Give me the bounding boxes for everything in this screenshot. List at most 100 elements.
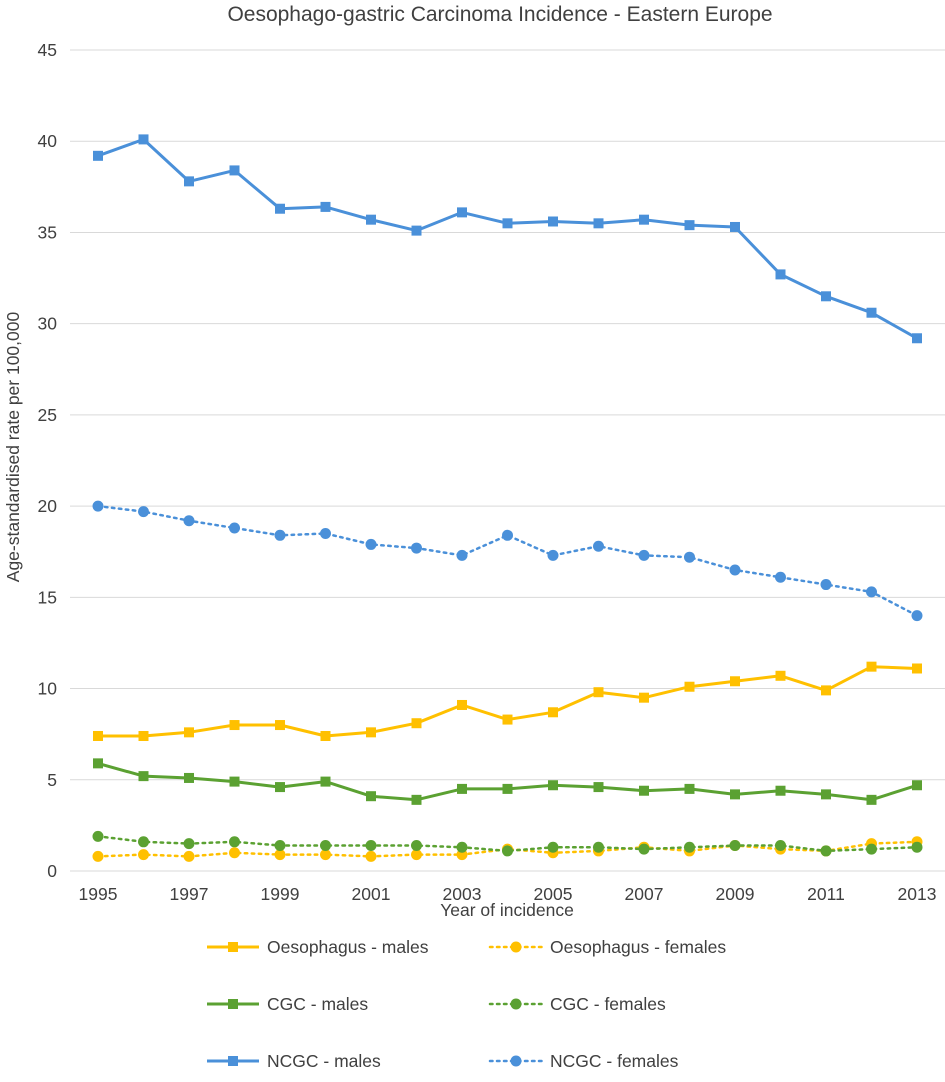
data-point (275, 203, 285, 214)
data-point (593, 782, 604, 793)
series-layer (92, 134, 923, 862)
data-point (775, 269, 786, 280)
legend: Oesophagus - males Oesophagus - females CG… (207, 937, 726, 1071)
legend-item-cgc-females: CGC - females (488, 994, 666, 1014)
y-tick-label: 15 (38, 587, 57, 607)
data-point (502, 218, 513, 229)
data-point (593, 218, 604, 229)
data-point (274, 849, 286, 861)
data-point (320, 527, 331, 539)
data-point (684, 783, 695, 794)
data-point (456, 549, 468, 561)
y-tick-label: 40 (38, 131, 58, 151)
legend-label: Oesophagus - females (550, 937, 726, 957)
data-point (229, 522, 240, 534)
data-point (274, 529, 286, 541)
x-axis-title: Year of incidence (440, 900, 574, 920)
data-point (730, 221, 740, 232)
data-point (866, 843, 877, 855)
x-tick-label: 2009 (716, 884, 755, 904)
data-point (638, 843, 650, 855)
data-point (411, 225, 422, 236)
data-point (138, 506, 149, 518)
legend-item-oesophagus-females: Oesophagus - females (488, 937, 726, 957)
data-point (547, 549, 559, 561)
data-point (229, 847, 240, 859)
data-point (548, 780, 558, 791)
data-point (184, 772, 194, 783)
data-point (275, 782, 285, 793)
y-tick-label: 25 (38, 405, 57, 425)
data-point (821, 291, 831, 302)
data-point (911, 610, 923, 622)
data-point (138, 771, 149, 782)
legend-label: NCGC - females (550, 1051, 679, 1071)
data-point (775, 670, 786, 681)
data-point (912, 333, 922, 344)
data-point (93, 150, 103, 161)
y-tick-label: 45 (38, 40, 57, 60)
data-point (366, 791, 376, 802)
data-point (821, 789, 831, 800)
data-point (138, 849, 149, 861)
legend-marker (228, 942, 238, 952)
legend-marker (228, 999, 238, 1009)
data-point (411, 849, 422, 861)
legend-marker (510, 998, 522, 1010)
data-point (730, 676, 740, 687)
data-point (183, 515, 195, 527)
gridlines (70, 49, 945, 872)
y-tick-label: 10 (38, 679, 58, 699)
data-point (411, 839, 422, 851)
legend-item-ncgc-males: NCGC - males (207, 1051, 381, 1071)
series-oesophagus-males (93, 661, 922, 741)
data-point (457, 699, 467, 710)
data-point (866, 661, 877, 672)
x-tick-label: 1999 (261, 884, 300, 904)
data-point (821, 685, 831, 696)
data-point (729, 564, 741, 576)
legend-marker (228, 1056, 238, 1066)
data-point (320, 849, 331, 861)
x-tick-label: 2011 (807, 884, 845, 904)
y-axis-ticks: 0 5 10 15 20 25 30 35 40 45 (38, 40, 58, 881)
series-line (97, 137, 918, 340)
data-point (365, 538, 377, 550)
legend-label: CGC - males (267, 994, 368, 1014)
legend-item-oesophagus-males: Oesophagus - males (207, 937, 429, 957)
legend-label: Oesophagus - males (267, 937, 429, 957)
x-tick-label: 1997 (170, 884, 209, 904)
data-point (457, 207, 467, 218)
data-point (411, 718, 422, 729)
data-point (366, 214, 376, 225)
data-point (183, 850, 195, 862)
data-point (866, 794, 877, 805)
x-tick-label: 2005 (534, 884, 573, 904)
x-tick-label: 2003 (443, 884, 482, 904)
x-tick-label: 2007 (625, 884, 664, 904)
data-point (93, 730, 103, 741)
data-point (365, 839, 377, 851)
data-point (548, 707, 558, 718)
data-point (138, 836, 149, 848)
legend-item-cgc-males: CGC - males (207, 994, 368, 1014)
data-point (365, 850, 377, 862)
data-point (639, 785, 649, 796)
legend-item-ncgc-females: NCGC - females (488, 1051, 679, 1071)
series-line (98, 665, 918, 738)
data-point (411, 794, 422, 805)
data-point (502, 845, 513, 857)
series-cgc-males (93, 758, 922, 805)
data-point (184, 727, 194, 738)
data-point (183, 838, 195, 850)
data-point (502, 783, 513, 794)
data-point (274, 839, 286, 851)
data-point (593, 540, 604, 552)
data-point (93, 758, 103, 769)
data-point (320, 730, 331, 741)
data-point (593, 687, 604, 698)
data-point (411, 542, 422, 554)
data-point (320, 776, 331, 787)
data-point (638, 549, 650, 561)
